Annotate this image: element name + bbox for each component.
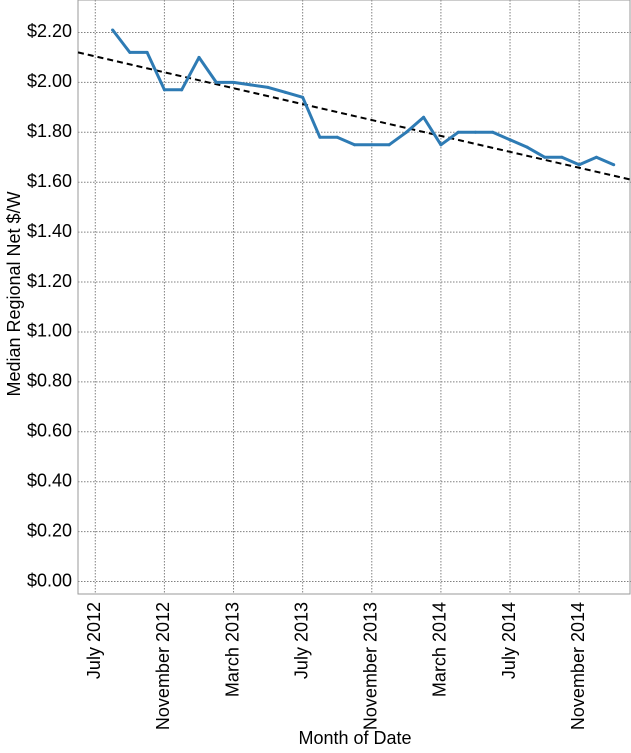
data-point: [232, 80, 236, 84]
y-tick-label: $1.80: [27, 121, 72, 141]
data-point: [370, 143, 374, 147]
data-point: [301, 95, 305, 99]
data-point: [353, 143, 356, 147]
data-point: [543, 155, 547, 159]
y-tick-label: $0.00: [27, 570, 72, 590]
y-tick-label: $2.00: [27, 71, 72, 91]
y-tick-label: $1.40: [27, 221, 72, 241]
x-tick-label: July 2014: [499, 602, 519, 679]
x-tick-label: March 2014: [430, 602, 450, 697]
series-points: [111, 28, 616, 167]
data-point: [491, 130, 495, 134]
data-point: [128, 50, 132, 54]
data-point: [283, 90, 287, 94]
data-point: [473, 130, 477, 134]
grid-lines: [78, 0, 631, 594]
y-tick-label: $0.40: [27, 470, 72, 490]
data-point: [508, 138, 512, 142]
y-tick-label: $2.20: [27, 21, 72, 41]
data-point: [249, 83, 253, 87]
plot-area-frame: [77, 0, 631, 595]
data-point: [266, 85, 270, 89]
y-tick-label: $1.00: [27, 321, 72, 341]
data-point: [525, 145, 529, 149]
data-point: [594, 155, 598, 159]
x-tick-label: July 2013: [291, 602, 311, 679]
trend-line: [77, 51, 631, 181]
x-axis-tick-labels: July 2012 November 2012 March 2013 July 201…: [84, 602, 588, 730]
data-point: [612, 163, 616, 167]
data-point: [456, 130, 460, 134]
data-point: [145, 50, 149, 54]
data-point: [577, 163, 581, 167]
y-tick-label: $0.80: [27, 371, 72, 391]
x-tick-label: July 2012: [84, 602, 104, 679]
x-tick-label: November 2012: [153, 602, 173, 730]
x-tick-label: November 2014: [568, 602, 588, 730]
x-tick-label: November 2013: [361, 602, 381, 730]
y-tick-label: $0.20: [27, 520, 72, 540]
data-point: [387, 143, 391, 147]
series-line: [111, 28, 615, 167]
data-point: [180, 88, 184, 92]
x-axis-title: Month of Date: [298, 728, 411, 748]
data-point: [162, 88, 166, 92]
data-point: [560, 155, 564, 159]
data-point: [111, 28, 115, 32]
x-tick-label: March 2013: [222, 602, 242, 697]
y-axis-title: Median Regional Net $/W: [4, 191, 24, 396]
y-axis-tick-labels: $0.00 $0.20 $0.40 $0.60 $0.80 $1.00 $1.20 $1.40…: [27, 21, 72, 590]
y-tick-label: $0.60: [27, 421, 72, 441]
data-point: [439, 143, 443, 147]
data-point: [318, 135, 322, 139]
y-tick-label: $1.20: [27, 271, 72, 291]
y-tick-label: $1.60: [27, 171, 72, 191]
data-point: [214, 80, 218, 84]
data-point: [422, 115, 426, 119]
data-point: [335, 135, 339, 139]
data-point: [404, 130, 408, 134]
data-point: [197, 55, 201, 59]
